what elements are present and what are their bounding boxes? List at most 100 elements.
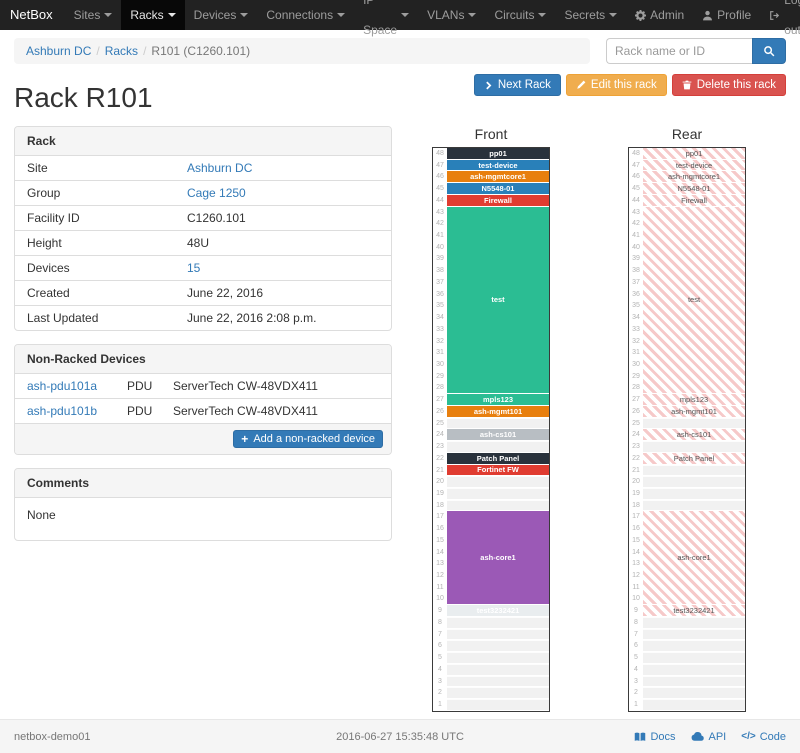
nav-item-devices[interactable]: Devices: [185, 0, 258, 30]
rack-device[interactable]: ash-core1: [643, 511, 745, 606]
unit-number-column: 1: [433, 699, 447, 711]
device-name-link[interactable]: ash-pdu101a: [27, 379, 98, 393]
rack-device[interactable]: Firewall: [643, 194, 745, 207]
unit-number: 5: [634, 654, 638, 662]
rack-device-label: pp01: [489, 148, 507, 158]
breadcrumb-item[interactable]: Racks: [104, 44, 139, 58]
caret-down-icon: [104, 13, 113, 17]
unit-number: 27: [436, 396, 444, 404]
rack-device[interactable]: test-device: [643, 159, 745, 172]
nav-item-racks[interactable]: Racks: [121, 0, 185, 30]
nav-item-admin[interactable]: Admin: [626, 0, 693, 30]
unit-number: 10: [436, 595, 444, 603]
unit-number-column: 9: [433, 605, 447, 617]
rack-search-input[interactable]: [606, 38, 752, 64]
rack-device[interactable]: ash-mgmtcore1: [643, 171, 745, 184]
unit-number-column: 9: [629, 605, 643, 617]
rack-info-row: Group Cage 1250: [15, 180, 391, 205]
add-non-racked-device-button[interactable]: + Add a non-racked device: [233, 430, 383, 448]
search-button[interactable]: [752, 38, 786, 64]
non-racked-devices-panel: Non-Racked Devices ash-pdu101a PDU ServerT…: [14, 344, 392, 455]
rack-device[interactable]: Patch Panel: [447, 452, 549, 465]
rack-unit-row: 24 ash-cs101: [433, 429, 549, 442]
nav-item-ip-space[interactable]: IP Space: [354, 0, 418, 37]
unit-number: 48: [436, 150, 444, 157]
rack-device[interactable]: pp01: [643, 148, 745, 160]
nav-item-label: Profile: [717, 8, 752, 22]
nav-item-sites[interactable]: Sites: [65, 0, 122, 30]
device-type: ServerTech CW-48VDX411: [173, 404, 318, 418]
rack-device[interactable]: test-device: [447, 159, 549, 172]
empty-rack-slot: [643, 628, 745, 641]
rack-device[interactable]: N5548-01: [643, 183, 745, 195]
rack-device[interactable]: Firewall: [447, 194, 549, 207]
nav-item-vlans[interactable]: VLANs: [418, 0, 485, 30]
add-non-racked-device-label: Add a non-racked device: [253, 433, 375, 445]
rack-device[interactable]: ash-mgmt101: [447, 405, 549, 418]
rack-device[interactable]: test: [447, 206, 549, 395]
rack-unit-row: 2: [629, 687, 745, 700]
footer-link-api[interactable]: API: [691, 731, 726, 743]
footer-link-docs[interactable]: Docs: [634, 731, 676, 743]
rack-device[interactable]: Patch Panel: [643, 452, 745, 465]
rack-device[interactable]: mpls123: [447, 394, 549, 406]
app-brand[interactable]: NetBox: [10, 7, 53, 22]
rack-unit-row: 48 pp01: [629, 148, 745, 160]
device-name-link[interactable]: ash-pdu101b: [27, 404, 98, 418]
unit-number-column: 7: [433, 628, 447, 641]
rack-device[interactable]: N5548-01: [447, 183, 549, 195]
unit-number: 41: [436, 232, 444, 240]
rack-device[interactable]: pp01: [447, 148, 549, 160]
nav-item-secrets[interactable]: Secrets: [555, 0, 626, 30]
breadcrumb-row: Ashburn DC / Racks / R101 (C1260.101): [14, 38, 786, 64]
unit-number: 19: [436, 490, 444, 498]
rack-info-value: 48U: [187, 236, 210, 250]
empty-rack-slot: [447, 499, 549, 512]
rack-device-label: N5548-01: [677, 184, 711, 194]
unit-number: 1: [438, 701, 442, 709]
rack-device[interactable]: ash-cs101: [643, 429, 745, 442]
rack-device[interactable]: test: [643, 206, 745, 395]
delete-rack-button[interactable]: Delete this rack: [671, 74, 786, 96]
rack-device[interactable]: ash-mgmtcore1: [447, 171, 549, 184]
rack-device[interactable]: ash-mgmt101: [643, 405, 745, 418]
rack-device[interactable]: mpls123: [643, 394, 745, 406]
unit-number-column: 18: [433, 499, 447, 512]
unit-number: 17: [436, 513, 444, 521]
rack-unit-row: 47 test-device: [433, 159, 549, 172]
caret-down-icon: [609, 13, 618, 17]
unit-number-column: 20: [629, 476, 643, 489]
rack-device[interactable]: ash-cs101: [447, 429, 549, 442]
rack-device[interactable]: test3232421: [447, 605, 549, 617]
rack-device[interactable]: Fortinet FW: [447, 464, 549, 477]
nav-item-profile[interactable]: Profile: [693, 0, 760, 30]
rear-rack-elevation: 48 pp01 47 test-device 46 ash-mgmtcore1 45 N554…: [628, 147, 746, 712]
rack-details-column: Rack Site Ashburn DC Group Cage 1250 Facilit…: [14, 126, 392, 554]
nav-item-connections[interactable]: Connections: [257, 0, 354, 30]
unit-number-column: 48: [433, 148, 447, 160]
unit-number: 48: [632, 150, 640, 157]
rack-info-value-link[interactable]: Cage 1250: [187, 186, 246, 200]
rack-unit-row: 5: [629, 652, 745, 664]
comments-panel-title: Comments: [15, 469, 391, 498]
rack-device[interactable]: ash-core1: [447, 511, 549, 606]
next-rack-button[interactable]: Next Rack: [473, 74, 561, 96]
rack-device[interactable]: test3232421: [643, 605, 745, 617]
nav-item-log-out[interactable]: Log out: [760, 0, 800, 37]
rack-info-value-link[interactable]: 15: [187, 261, 201, 275]
unit-number: 18: [436, 501, 444, 509]
rack-unit-row: 44 Firewall: [433, 194, 549, 207]
nav-item-circuits[interactable]: Circuits: [485, 0, 555, 30]
rack-device-label: ash-core1: [480, 553, 516, 563]
breadcrumb-item[interactable]: Ashburn DC: [26, 44, 92, 58]
footer-link-code[interactable]: </> Code: [741, 730, 786, 743]
unit-number: 40: [632, 243, 640, 251]
rack-device-label: test3232421: [476, 606, 520, 616]
unit-number: 47: [436, 161, 444, 169]
page-title: Rack R101: [14, 82, 153, 113]
edit-rack-button[interactable]: Edit this rack: [565, 74, 667, 96]
rack-info-value-link[interactable]: Ashburn DC: [187, 161, 253, 175]
front-elevation: Front 48 pp01 47 test-device 46 ash-mgmtcore1…: [432, 126, 550, 712]
empty-rack-slot: [643, 652, 745, 664]
empty-rack-slot: [447, 628, 549, 641]
